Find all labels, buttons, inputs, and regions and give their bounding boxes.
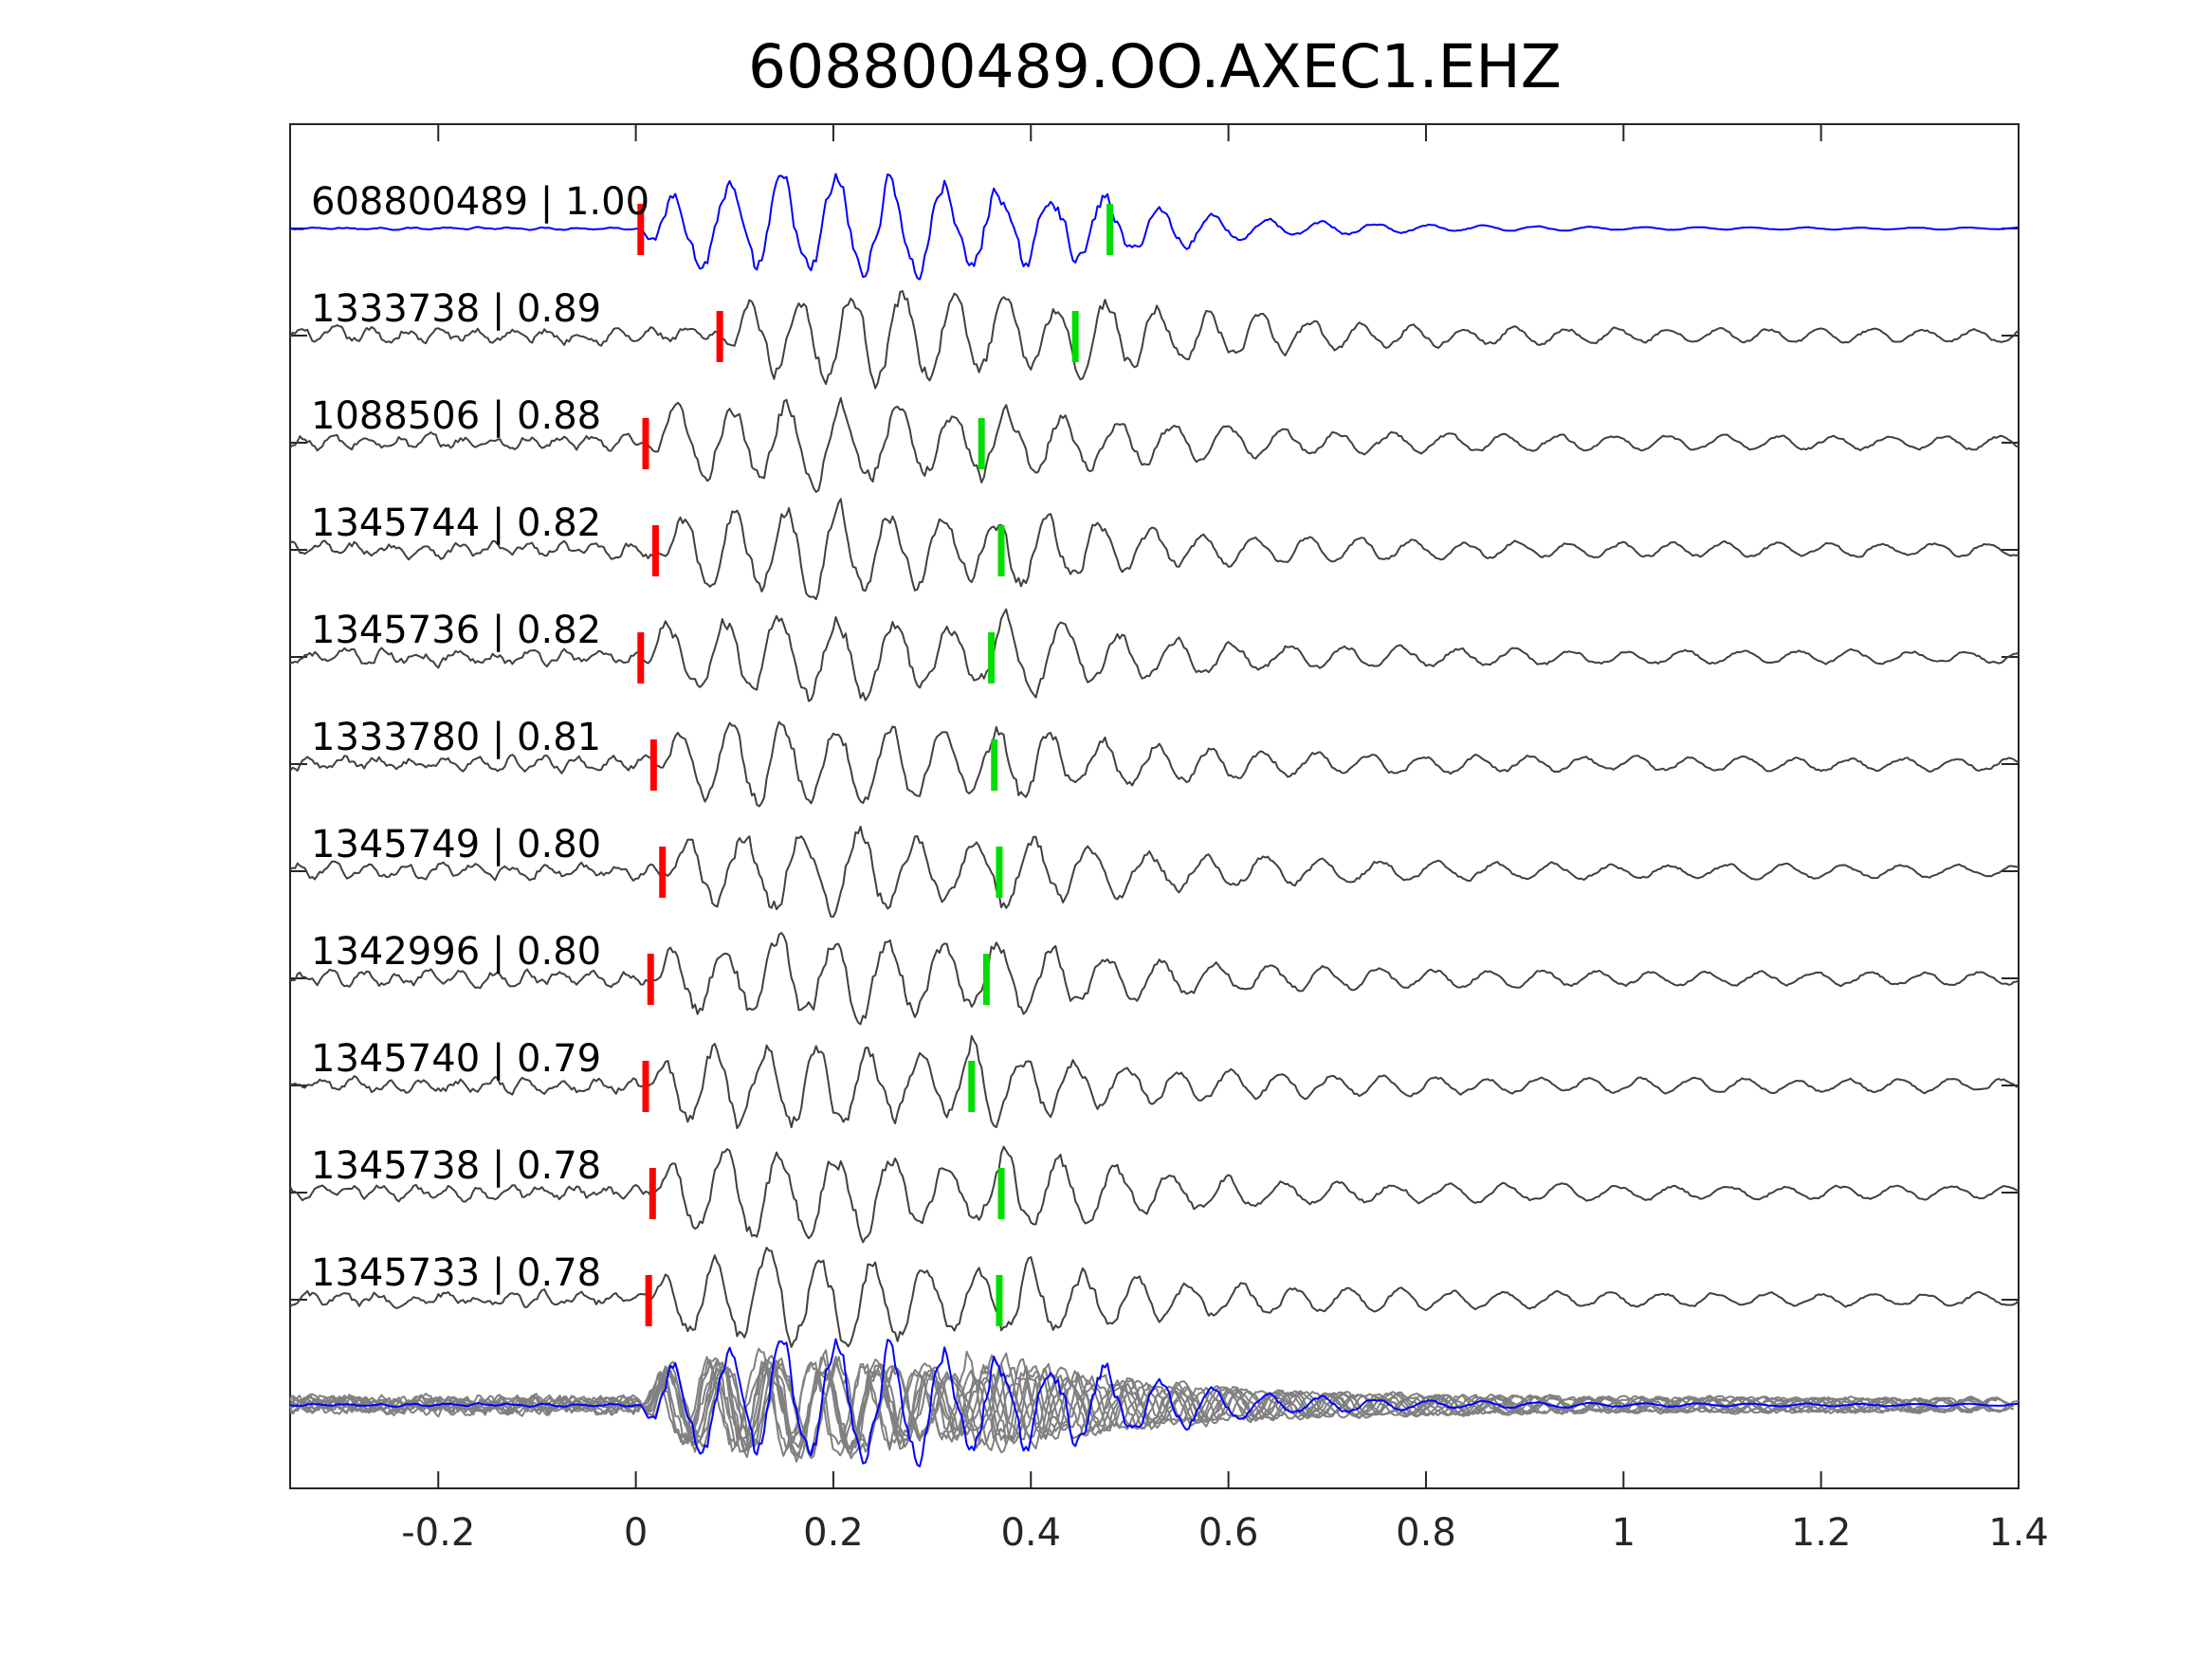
reference-trace [289,173,2020,281]
trace-label: 1333780 | 0.81 [311,716,601,759]
x-tick-label: 1.2 [1791,1511,1852,1555]
x-tick-label: 0.2 [803,1511,864,1555]
trace-label: 1345738 | 0.78 [311,1144,601,1188]
template-trace [289,290,2020,390]
trace-label: 1342996 | 0.80 [311,930,601,974]
x-tick-label: 0.4 [1000,1511,1061,1555]
x-axis: -0.2 0 0.2 0.4 0.6 0.8 1 1.2 1.4 [401,124,2049,1555]
trace-label: 1345733 | 0.78 [311,1251,601,1295]
x-tick-label: 1.4 [1988,1511,2049,1555]
stack-reference-trace [289,1338,2020,1468]
template-trace [289,498,2020,601]
x-tick-label: 0 [624,1511,648,1555]
template-trace [289,396,2020,493]
trace-label: 1088506 | 0.88 [311,394,601,438]
template-trace [289,1145,2019,1244]
stack-template-trace [289,1354,2007,1460]
chart-title: 608800489.OO.AXEC1.EHZ [748,32,1562,101]
template-trace [289,608,2020,702]
template-trace [289,720,2020,808]
trace-labels: 608800489 | 1.00 1333738 | 0.89 1088506 | … [311,180,649,1295]
x-tick-label: 0.6 [1198,1511,1259,1555]
stack-overlay [289,1338,2020,1468]
trace-label: 1345749 | 0.80 [311,823,601,866]
template-trace [289,932,2020,1026]
template-trace [289,1247,2020,1348]
x-tick-label: 0.8 [1396,1511,1456,1555]
phase-picks [637,204,1114,1326]
trace-label: 1333738 | 0.89 [311,287,601,331]
trace-label: 1345736 | 0.82 [311,609,601,652]
trace-label: 1345744 | 0.82 [311,501,601,545]
template-trace [289,826,2020,918]
trace-label: 608800489 | 1.00 [311,180,649,224]
plot-box [289,123,2020,1489]
x-tick-label: -0.2 [401,1511,475,1555]
template-trace [289,1034,2020,1130]
trace-label: 1345740 | 0.79 [311,1037,601,1081]
waveform-traces [289,173,2020,1348]
x-tick-label: 1 [1612,1511,1636,1555]
